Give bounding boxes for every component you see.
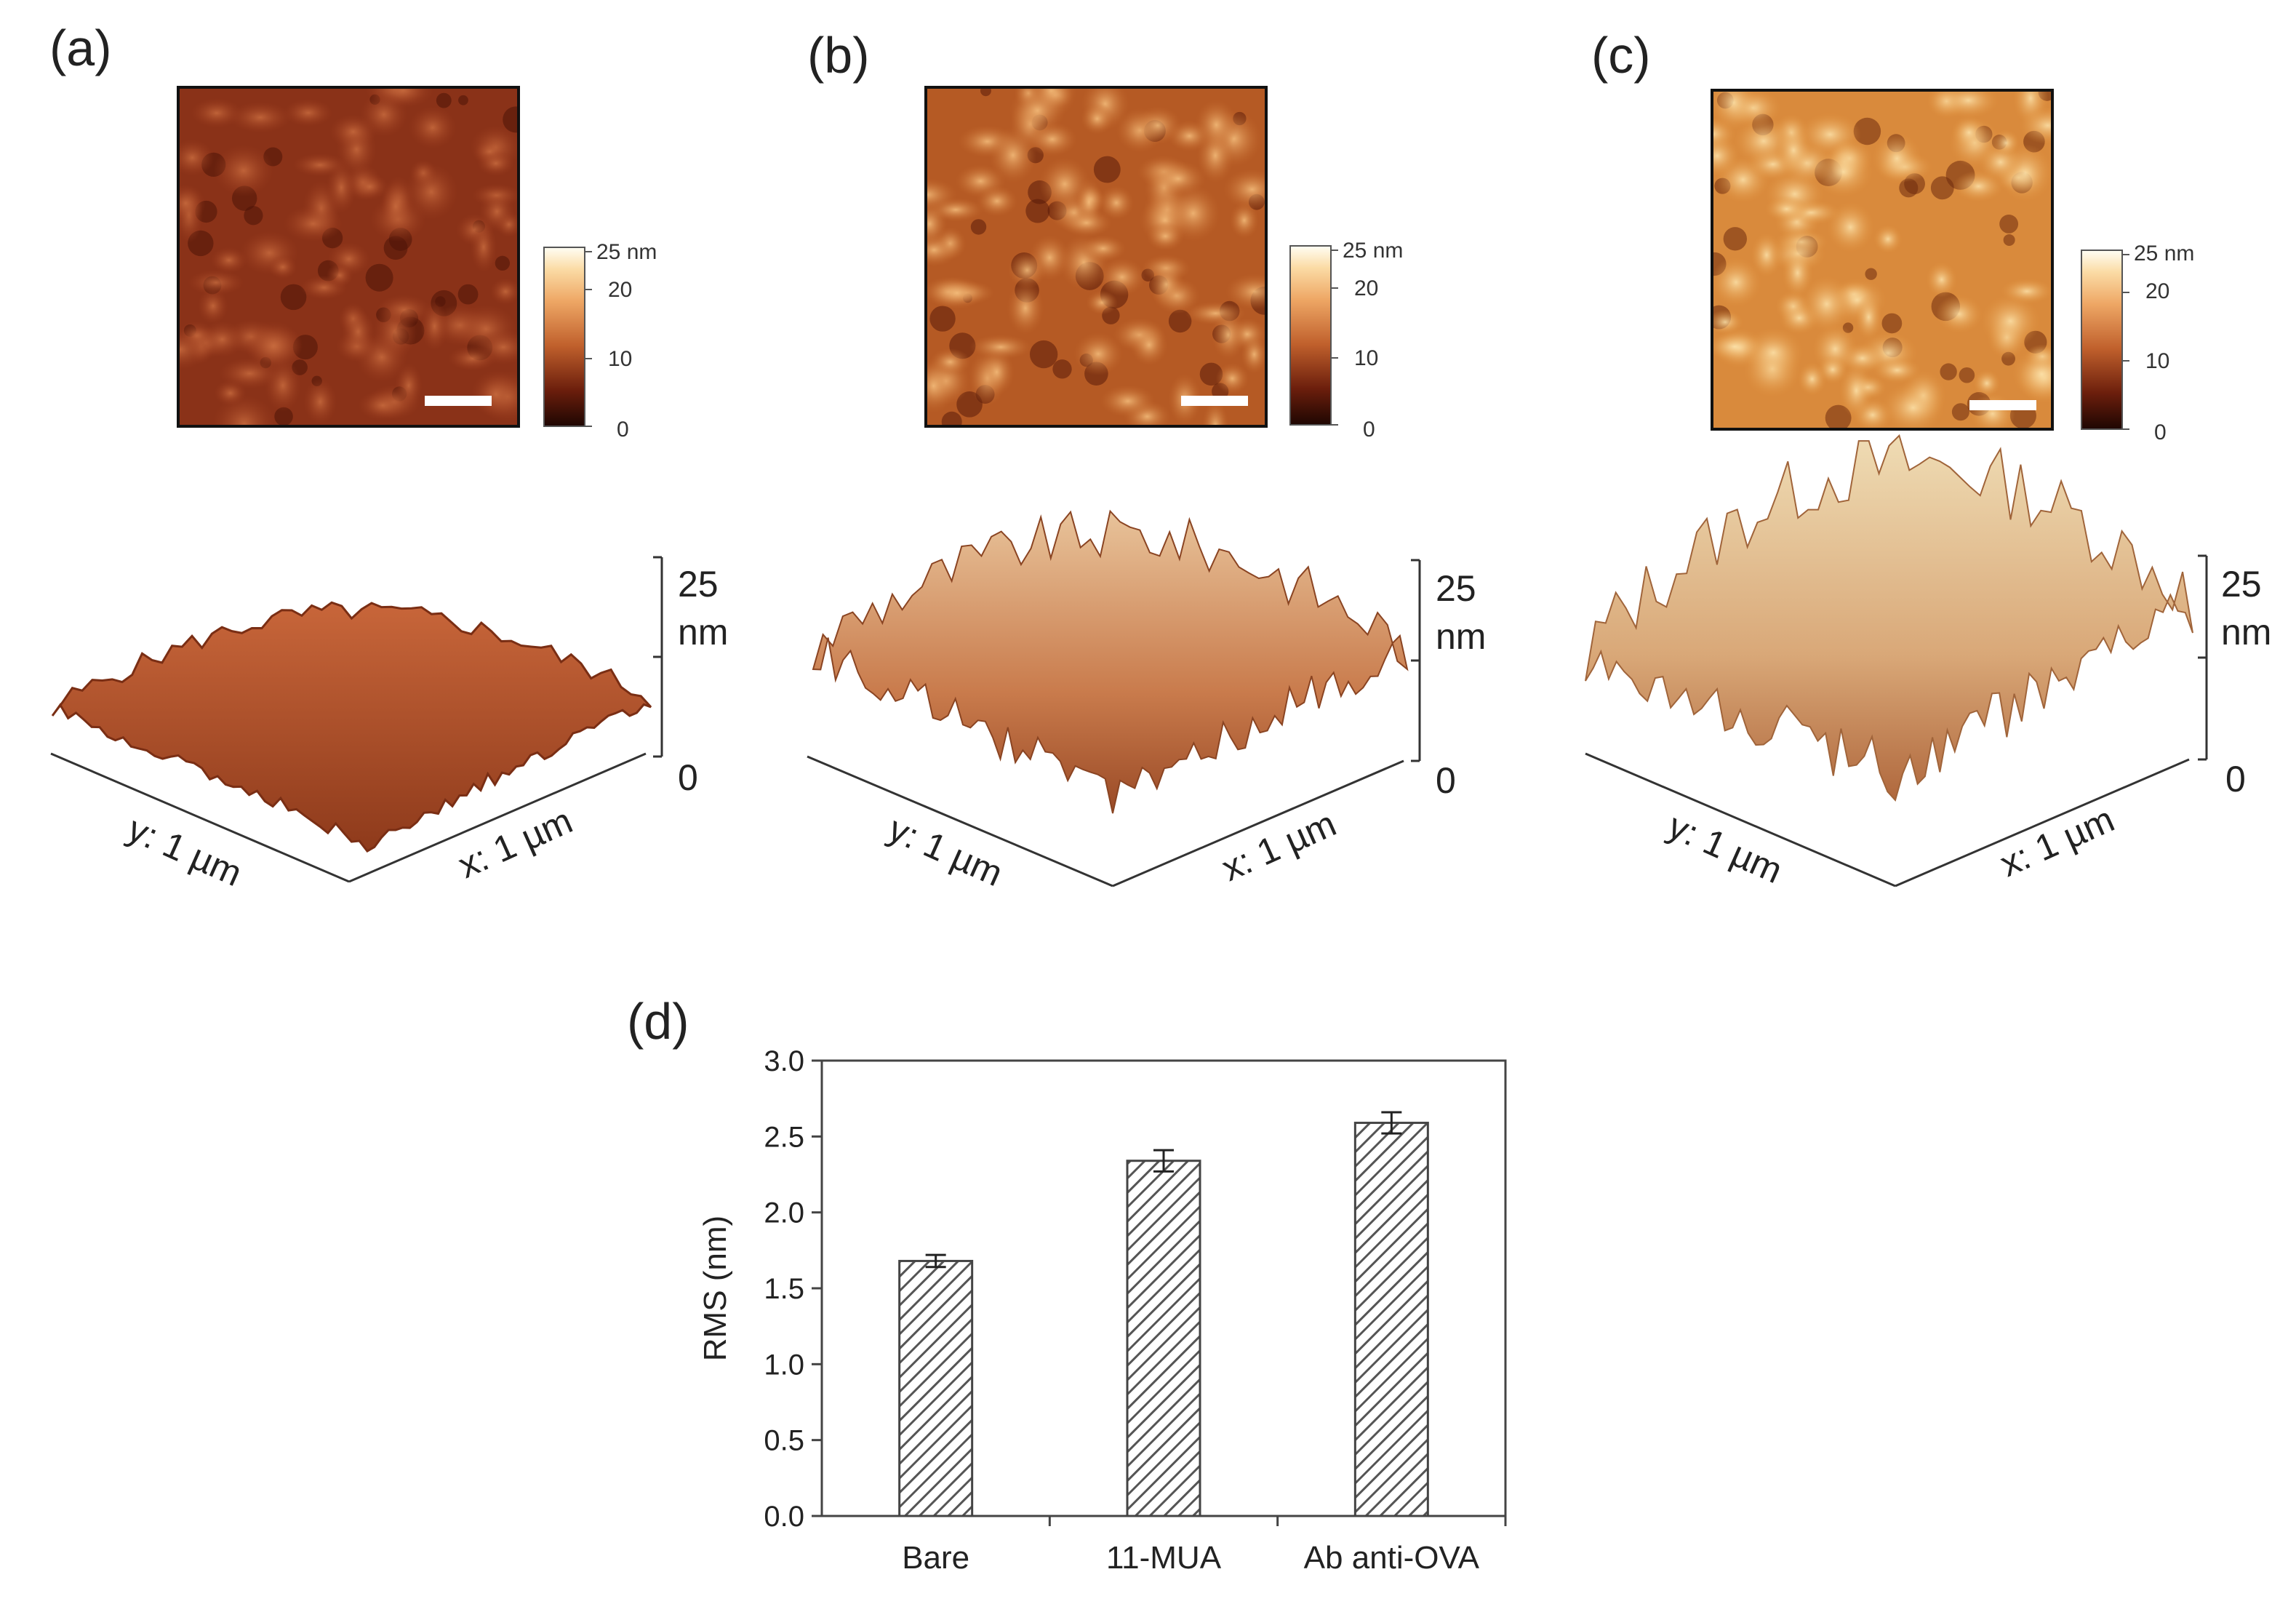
colorbar-a: 25 nm 20 10 0 xyxy=(543,240,657,442)
surface-c-y-label: y: 1 µm xyxy=(1663,805,1788,891)
y-tick-label: 2.5 xyxy=(764,1121,804,1153)
surface-b-z-zero: 0 xyxy=(1436,760,1456,801)
surface-b-y-label: y: 1 µm xyxy=(883,808,1009,894)
y-tick-label: 1.5 xyxy=(764,1273,804,1305)
rms-bar-chart: 0.0 0.5 1.0 1.5 2.0 2.5 3.0 RMS (nm) Bare 11-MUA A… xyxy=(697,1045,1507,1576)
colorbar-a-tick: 10 xyxy=(608,347,632,371)
category-label: Ab anti-OVA xyxy=(1304,1540,1480,1576)
panel-b-label: (b) xyxy=(807,27,870,84)
colorbar-a-tick: 20 xyxy=(608,278,632,302)
panel-c: (c) 25 nm 20 10 0 25 nm xyxy=(1585,27,2271,891)
panel-b: (b) 25 nm 20 10 0 25 nm xyxy=(807,27,1486,894)
colorbar-c-tick: 20 xyxy=(2145,279,2169,303)
panel-a: (a) 25 nm 20 10 0 25 nm xyxy=(49,20,728,894)
surface-b-x-axis xyxy=(1112,759,1404,887)
afm-height-map-b xyxy=(924,86,1268,428)
y-tick-label: 0.5 xyxy=(764,1425,804,1457)
surface-c-z-unit: nm xyxy=(2221,612,2271,653)
panel-d-label: (d) xyxy=(627,993,689,1050)
colorbar-c-unit: 25 nm xyxy=(2134,242,2194,266)
panel-c-label: (c) xyxy=(1591,27,1651,84)
surface-b-z-unit: nm xyxy=(1436,616,1486,657)
surface-a-z-unit: nm xyxy=(678,612,728,653)
bar xyxy=(1353,1122,1429,1517)
colorbar-b-unit: 25 nm xyxy=(1343,239,1403,263)
category-label: Bare xyxy=(902,1540,969,1576)
afm-height-map-a xyxy=(177,86,520,428)
colorbar-c-tick: 0 xyxy=(2154,420,2167,444)
panel-d-chart: (d) 0.0 0.5 1.0 1.5 2.0 2.5 3.0 RMS (nm) Bare 11-… xyxy=(627,993,1507,1576)
y-tick-label: 0.0 xyxy=(764,1501,804,1533)
surface-a-x-axis xyxy=(348,752,647,883)
surface-b-y-axis xyxy=(807,755,1113,887)
surface-a-y-label: y: 1 µm xyxy=(122,808,248,894)
surface-c-z-zero: 0 xyxy=(2225,759,2246,799)
colorbar-a-unit: 25 nm xyxy=(596,240,657,264)
surface-c-x-axis xyxy=(1895,758,2190,887)
surface-a-x-label: x: 1 µm xyxy=(452,800,578,886)
colorbar-b-tick: 0 xyxy=(1363,418,1375,442)
colorbar-b-tick: 10 xyxy=(1354,346,1378,370)
y-tick-label: 1.0 xyxy=(764,1349,804,1381)
surface-3d-c: 25 nm 0 y: 1 µm x: 1 µm xyxy=(1585,434,2271,891)
y-tick-label: 2.0 xyxy=(764,1197,804,1229)
panel-a-label: (a) xyxy=(49,20,112,76)
surface-3d-b: 25 nm 0 y: 1 µm x: 1 µm xyxy=(807,509,1486,894)
colorbar-b-tick: 20 xyxy=(1354,276,1378,300)
surface-c-y-axis xyxy=(1585,752,1896,887)
colorbar-a-tick: 0 xyxy=(617,418,629,442)
category-label: 11-MUA xyxy=(1106,1540,1222,1576)
scale-bar-b xyxy=(1181,396,1248,406)
bar xyxy=(898,1259,974,1517)
colorbar-b: 25 nm 20 10 0 xyxy=(1289,239,1403,442)
bar xyxy=(1126,1160,1201,1517)
y-axis-label: RMS (nm) xyxy=(697,1216,733,1361)
scale-bar-c xyxy=(1969,400,2036,410)
y-tick-label: 3.0 xyxy=(764,1045,804,1077)
surface-3d-a: 25 nm 0 y: 1 µm x: 1 µm xyxy=(50,556,728,894)
afm-height-map-c xyxy=(1711,89,2054,431)
colorbar-c: 25 nm 20 10 0 xyxy=(2081,242,2194,444)
surface-a-z-top: 25 xyxy=(678,564,719,605)
scale-bar-a xyxy=(425,396,492,406)
surface-a-y-axis xyxy=(50,752,350,883)
surface-c-x-label: x: 1 µm xyxy=(1994,799,2120,885)
surface-a-z-zero: 0 xyxy=(678,757,698,798)
surface-b-z-top: 25 xyxy=(1436,568,1476,609)
surface-c-z-top: 25 xyxy=(2221,564,2262,605)
colorbar-c-tick: 10 xyxy=(2145,349,2169,373)
surface-b-x-label: x: 1 µm xyxy=(1216,803,1342,889)
